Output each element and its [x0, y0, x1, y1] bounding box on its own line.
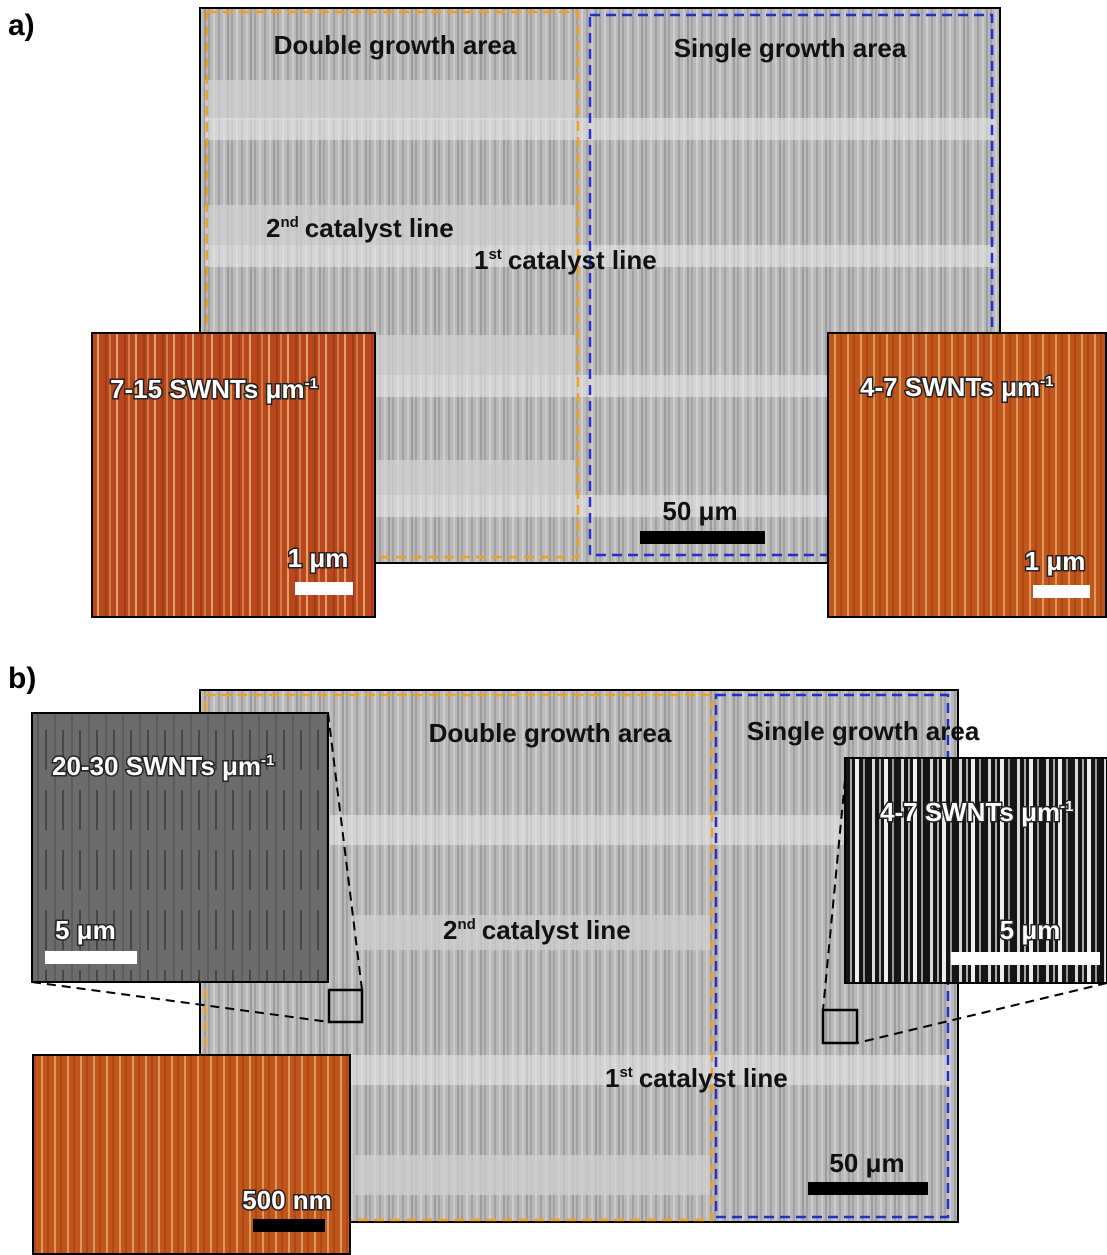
single-area-box [588, 13, 994, 557]
area-label: Double growth area [274, 30, 517, 60]
area-label: Single growth area [674, 33, 907, 63]
scale-bar [640, 531, 765, 544]
density-label: 20-30 SWNTs μm-1 [52, 751, 274, 781]
density-label: 7-15 SWNTs μm-1 [110, 374, 318, 404]
area-label: Single growth area [747, 716, 980, 746]
density-label: 4-7 SWNTs μm-1 [860, 372, 1053, 402]
sem-inset [31, 712, 329, 983]
scale-label: 1 μm [288, 543, 349, 573]
panel-label: b) [8, 662, 36, 695]
scale-bar [253, 1219, 325, 1232]
tangle-lines [205, 118, 995, 517]
catalyst-label: 1st catalyst line [605, 1063, 788, 1093]
density-label: 4-7 SWNTs μm-1 [880, 797, 1073, 827]
scale-bar [808, 1182, 928, 1195]
scale-label: 1 μm [1025, 546, 1086, 576]
panel-label: a) [8, 9, 35, 42]
area-label: Double growth area [429, 718, 672, 748]
afm-inset [91, 332, 376, 618]
catalyst-label: 2nd catalyst line [443, 915, 631, 945]
scale-bar [951, 952, 1100, 965]
double-area-box [205, 10, 580, 559]
scale-bar [45, 951, 137, 964]
scale-label: 5 μm [55, 915, 116, 945]
scale-label: 500 nm [242, 1185, 332, 1215]
sem-inset [844, 757, 1107, 984]
scale-label: 50 μm [829, 1148, 904, 1178]
catalyst-label: 1st catalyst line [474, 245, 657, 275]
catalyst-label: 2nd catalyst line [266, 213, 454, 243]
scale-bar [1033, 585, 1090, 598]
single-area-box [714, 693, 950, 1219]
zoom-box [821, 1008, 859, 1045]
scale-bar [295, 582, 353, 595]
scale-label: 5 μm [1000, 915, 1061, 945]
zoom-connectors [31, 712, 1107, 1044]
zoom-box [327, 988, 364, 1024]
catalyst-bands [355, 915, 710, 1195]
scale-label: 50 μm [662, 496, 737, 526]
afm-inset [827, 332, 1107, 618]
